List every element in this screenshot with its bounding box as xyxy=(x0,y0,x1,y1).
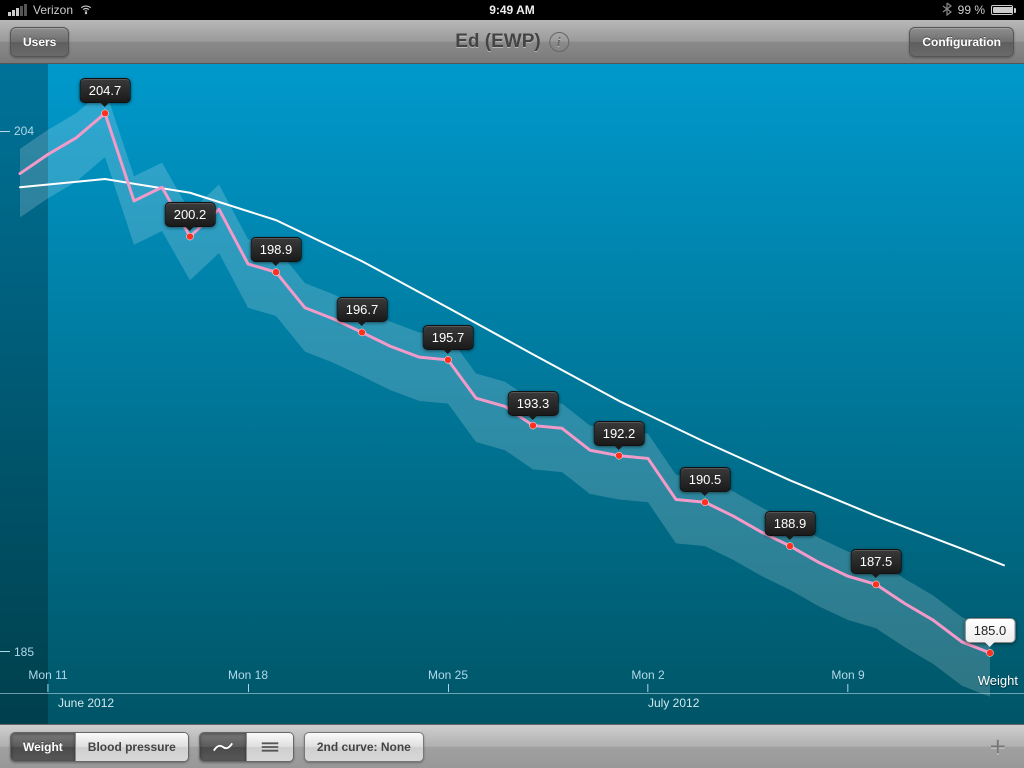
data-point-label: 196.7 xyxy=(337,297,388,322)
data-point-label: 187.5 xyxy=(851,549,902,574)
data-point-label: 188.9 xyxy=(765,511,816,536)
data-point-label: 185.0 xyxy=(965,618,1016,643)
battery-icon xyxy=(991,5,1016,15)
chart-area[interactable]: Weight 204.7 200.2 198.9 196.7 195.7 193.3 192… xyxy=(0,64,1024,724)
data-point-label: 193.3 xyxy=(508,391,559,416)
configuration-button[interactable]: Configuration xyxy=(909,27,1014,57)
battery-pct: 99 % xyxy=(958,3,985,17)
weight-tab[interactable]: Weight xyxy=(11,733,76,761)
legend-weight: Weight xyxy=(978,673,1018,688)
chart-view-button[interactable] xyxy=(200,733,247,761)
metric-segmented: WeightBlood pressure xyxy=(10,732,189,762)
add-button[interactable]: + xyxy=(982,731,1014,763)
second-curve-button[interactable]: 2nd curve: None xyxy=(304,732,424,762)
y-tick: 204 xyxy=(0,124,34,138)
users-button[interactable]: Users xyxy=(10,27,69,57)
data-point-label: 195.7 xyxy=(423,325,474,350)
wifi-icon xyxy=(79,2,93,19)
bottom-toolbar: WeightBlood pressure 2nd curve: None + xyxy=(0,724,1024,768)
data-point-label: 192.2 xyxy=(594,421,645,446)
nav-bar: Users Ed (EWP) i Configuration xyxy=(0,20,1024,64)
data-point-label: 190.5 xyxy=(680,467,731,492)
data-point-label: 204.7 xyxy=(80,78,131,103)
clock: 9:49 AM xyxy=(489,3,535,17)
x-tick: Mon 25 xyxy=(428,668,468,692)
x-tick: Mon 11 xyxy=(28,668,67,692)
status-bar: Verizon 9:49 AM 99 % xyxy=(0,0,1024,20)
carrier-label: Verizon xyxy=(33,3,73,17)
month-label: June 2012 xyxy=(58,696,114,710)
bluetooth-icon xyxy=(942,2,952,19)
blood-pressure-tab[interactable]: Blood pressure xyxy=(76,733,188,761)
title-text: Ed (EWP) xyxy=(455,31,541,53)
signal-icon xyxy=(8,4,27,16)
page-title: Ed (EWP) i xyxy=(455,31,569,53)
info-icon[interactable]: i xyxy=(549,32,569,52)
data-point-label: 200.2 xyxy=(165,202,216,227)
data-point-label: 198.9 xyxy=(251,237,302,262)
x-tick: Mon 9 xyxy=(831,668,864,692)
x-tick: Mon 2 xyxy=(631,668,664,692)
x-axis xyxy=(0,693,1024,694)
x-tick: Mon 18 xyxy=(228,668,268,692)
month-label: July 2012 xyxy=(648,696,699,710)
list-view-button[interactable] xyxy=(247,733,293,761)
view-segmented xyxy=(199,732,294,762)
y-tick: 185 xyxy=(0,645,34,659)
